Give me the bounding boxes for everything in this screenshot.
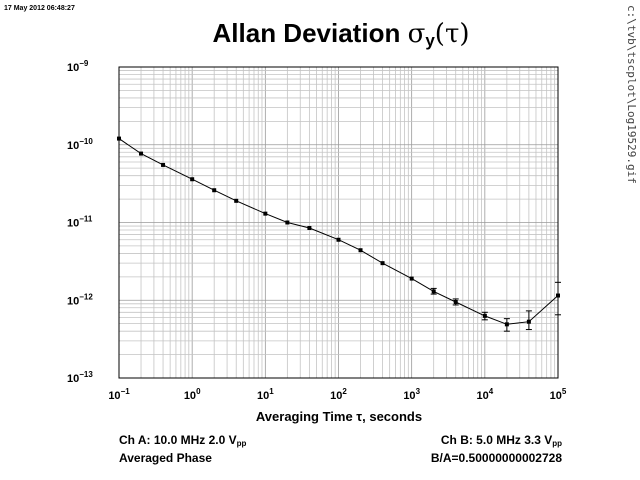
data-point xyxy=(358,248,363,253)
data-point xyxy=(380,261,385,266)
channel-b-info: Ch B: 5.0 MHz 3.3 Vpp B/A=0.500000000027… xyxy=(431,433,562,465)
data-point xyxy=(409,276,414,281)
x-tick-label: 104 xyxy=(476,387,493,402)
channel-a-info: Ch A: 10.0 MHz 2.0 Vpp Averaged Phase xyxy=(119,433,246,465)
y-tick-label: 10−13 xyxy=(67,370,93,385)
channel-a-sub: pp xyxy=(236,439,247,448)
y-tick-label: 10−9 xyxy=(67,59,89,74)
data-point xyxy=(431,289,436,294)
channel-a-label: Ch A: 10.0 MHz 2.0 V xyxy=(119,433,237,447)
x-tick-label: 102 xyxy=(330,387,347,402)
data-point xyxy=(453,299,458,304)
data-point xyxy=(234,198,239,203)
channel-b-label: Ch B: 5.0 MHz 3.3 V xyxy=(440,433,553,447)
data-series xyxy=(117,136,561,332)
data-point xyxy=(556,293,560,298)
x-tick-label: 105 xyxy=(550,387,567,402)
data-point xyxy=(117,136,121,141)
channel-a-line: Ch A: 10.0 MHz 2.0 Vpp xyxy=(119,433,246,451)
title-argument: (τ) xyxy=(434,19,470,49)
channel-b-line: Ch B: 5.0 MHz 3.3 Vpp xyxy=(431,433,562,451)
data-point xyxy=(307,225,312,230)
data-point xyxy=(285,220,290,225)
grid-lines xyxy=(118,67,558,379)
y-tick-label: 10−11 xyxy=(67,215,93,230)
y-tick-label: 10−10 xyxy=(67,137,93,152)
channel-b-sub: pp xyxy=(552,439,562,448)
data-point xyxy=(504,322,509,327)
data-point xyxy=(482,313,487,318)
title-subscript: y xyxy=(425,31,435,50)
x-axis-label-text: Averaging Time τ, seconds xyxy=(255,409,423,424)
data-point xyxy=(161,162,166,167)
x-tick-label: 10−1 xyxy=(108,387,130,402)
y-tick-labels: 10−9 10−10 10−11 10−12 10−13 xyxy=(67,59,93,385)
title-sigma: σ xyxy=(407,19,426,49)
x-axis-label: Averaging Time τ, seconds xyxy=(0,409,640,424)
data-point xyxy=(263,211,268,216)
file-path-label: c:\tvb\tscplot\Log19529.gif xyxy=(625,5,638,184)
x-tick-label: 101 xyxy=(257,387,274,402)
x-tick-label: 100 xyxy=(184,387,201,402)
y-tick-label: 10−12 xyxy=(67,292,93,307)
ratio-label: B/A=0.50000000002728 xyxy=(430,451,562,465)
mode-label: Averaged Phase xyxy=(119,451,212,465)
data-point xyxy=(336,237,341,242)
title-text: Allan Deviation xyxy=(212,18,401,48)
chart-title: Allan Deviation σy(τ) xyxy=(0,18,640,51)
x-tick-labels: 10−1 100 101 102 103 104 105 xyxy=(108,387,567,402)
data-point xyxy=(139,151,144,156)
x-tick-label: 103 xyxy=(403,387,420,402)
plot-frame xyxy=(118,66,559,379)
data-point xyxy=(190,177,195,182)
timestamp: 17 May 2012 06:48:27 xyxy=(4,5,75,12)
data-point xyxy=(526,319,531,324)
data-point xyxy=(212,188,217,193)
